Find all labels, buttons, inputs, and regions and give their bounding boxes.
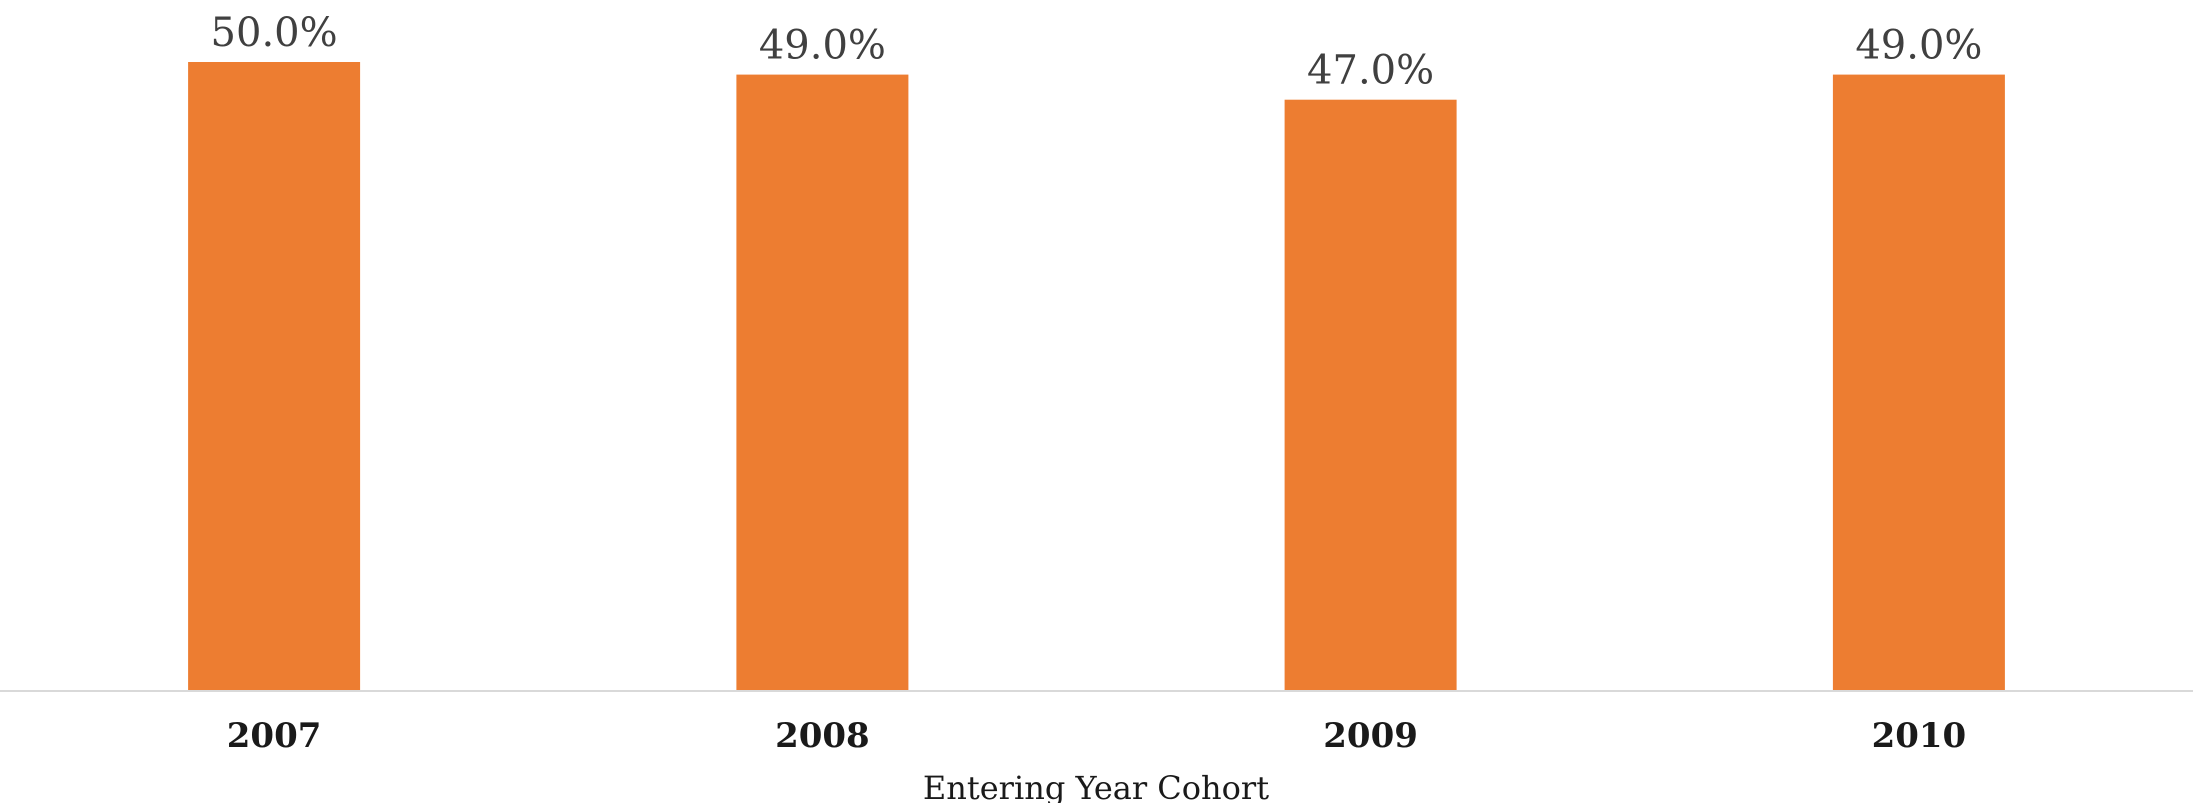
data-labels-group: 50.0% 49.0% 47.0% 49.0% — [211, 10, 1983, 94]
data-label-2009: 47.0% — [1307, 48, 1434, 94]
x-tick-label-2009: 2009 — [1323, 716, 1418, 756]
data-label-2008: 49.0% — [759, 23, 886, 69]
data-label-2007: 50.0% — [211, 10, 338, 56]
bar-2007 — [188, 62, 361, 691]
x-tick-labels-group: 2007 2008 2009 2010 — [227, 716, 1966, 756]
x-tick-label-2007: 2007 — [227, 716, 322, 756]
bar-2008 — [736, 74, 909, 692]
bar-2010 — [1832, 74, 2005, 692]
x-axis-title: Entering Year Cohort — [923, 769, 1269, 803]
x-tick-label-2010: 2010 — [1872, 716, 1967, 756]
data-label-2010: 49.0% — [1855, 23, 1982, 69]
bar-2009 — [1284, 99, 1457, 691]
x-tick-label-2008: 2008 — [775, 716, 870, 756]
bars-group — [188, 62, 2005, 692]
